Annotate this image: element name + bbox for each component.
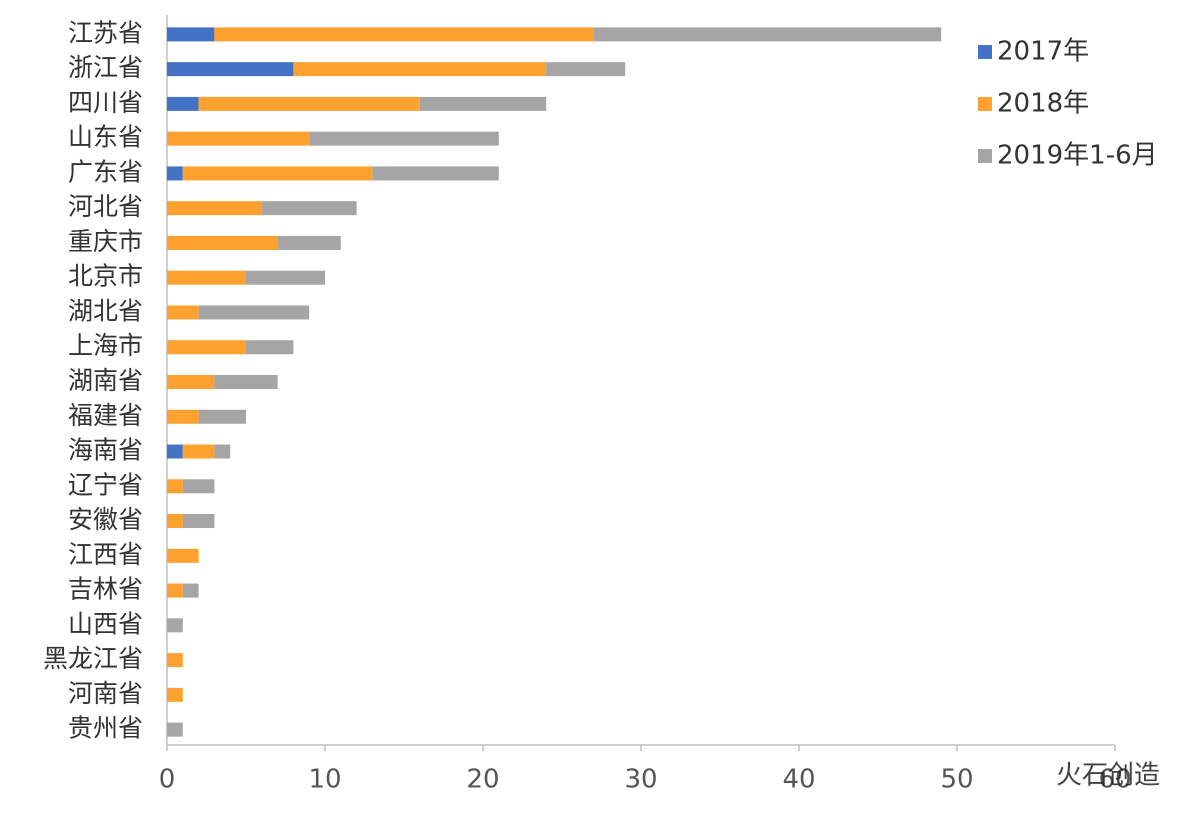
bar-segment [167, 479, 183, 494]
bar-segment [546, 62, 626, 77]
x-tick-label: 60 [1098, 765, 1131, 795]
y-tick-label: 上海市 [68, 331, 143, 360]
bar-segment [198, 96, 420, 111]
bar-segment [198, 409, 246, 424]
y-tick-label: 福建省 [68, 401, 143, 430]
legend-swatch [978, 45, 992, 59]
watermark: 火石创造 [1056, 761, 1160, 791]
bar-segment [246, 340, 294, 355]
bar-segment [167, 305, 199, 320]
bar-segment [167, 235, 278, 250]
bar-segment [167, 270, 246, 285]
y-tick-label: 广东省 [68, 157, 143, 186]
bar-segment [246, 270, 325, 285]
bar-segment [419, 96, 547, 111]
bar-segment [167, 687, 183, 702]
bar-segment [167, 375, 215, 389]
y-tick-label: 贵州省 [68, 714, 143, 743]
y-tick-label: 江西省 [68, 540, 143, 569]
y-tick-label: 安徽省 [68, 505, 143, 534]
bar-segment [198, 305, 310, 320]
bar-segment [167, 548, 199, 563]
bar-segment [167, 722, 183, 737]
bar-segment [214, 27, 594, 42]
bar-segment [167, 618, 183, 633]
bar-segment [293, 62, 547, 77]
y-tick-label: 重庆市 [68, 227, 143, 256]
legend-swatch [978, 97, 992, 111]
bar-segment [167, 166, 183, 181]
y-tick-label: 辽宁省 [68, 470, 143, 499]
bar-segment [182, 166, 373, 181]
bar-segment [182, 444, 215, 459]
bar-segment [593, 27, 942, 42]
bar-segment [182, 583, 199, 598]
legend-label: 2018年 [997, 89, 1089, 119]
bar-segment [309, 131, 499, 146]
y-tick-label: 北京市 [68, 262, 143, 291]
y-tick-label: 吉林省 [68, 575, 143, 604]
x-tick-label: 30 [624, 765, 657, 795]
y-tick-label: 山东省 [68, 123, 143, 152]
y-tick-label: 湖北省 [68, 296, 143, 325]
y-tick-label: 河南省 [68, 679, 143, 708]
y-tick-label: 四川省 [68, 88, 143, 117]
bar-segment [167, 201, 262, 216]
bar-segment [167, 653, 183, 668]
bar-segment [167, 131, 310, 146]
bar-segment [167, 62, 294, 77]
bar-segment [182, 479, 215, 494]
y-tick-label: 黑龙江省 [43, 644, 143, 673]
bar-segment [214, 375, 278, 389]
y-tick-label: 海南省 [68, 436, 143, 465]
bar-segment [167, 583, 183, 598]
x-tick-label: 40 [782, 765, 815, 795]
x-tick-label: 20 [466, 765, 499, 795]
y-tick-label: 浙江省 [68, 53, 143, 82]
bar-segment [372, 166, 499, 181]
y-tick-label: 河北省 [68, 192, 143, 221]
bar-segment [277, 235, 341, 250]
bar-segment [167, 340, 246, 355]
x-tick-label: 50 [940, 765, 973, 795]
bar-segment [167, 444, 183, 459]
legend-label: 2017年 [997, 37, 1089, 67]
bar-segment [214, 444, 231, 459]
bar-segment [182, 514, 215, 529]
y-tick-label: 江苏省 [68, 18, 143, 47]
legend-label: 2019年1-6月 [997, 141, 1158, 171]
x-tick-label: 10 [308, 765, 341, 795]
bar-segment [167, 27, 215, 42]
bar-segment [167, 96, 199, 111]
bar-segment [167, 409, 199, 424]
y-tick-label: 湖南省 [68, 366, 143, 395]
y-tick-label: 山西省 [68, 609, 143, 638]
bar-segment [261, 201, 357, 216]
legend-swatch [978, 149, 992, 163]
x-tick-label: 0 [159, 765, 176, 795]
bar-segment [167, 514, 183, 529]
